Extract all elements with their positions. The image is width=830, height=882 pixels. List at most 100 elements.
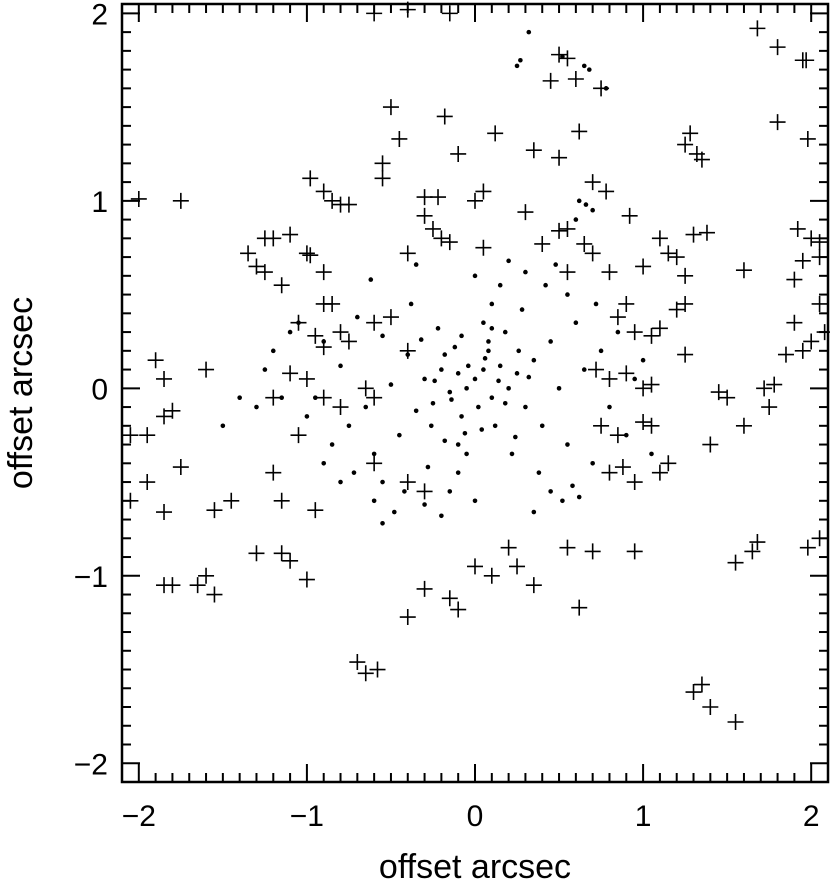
dot-point [442, 352, 448, 357]
y-tick-label: 2 [91, 0, 108, 31]
plus-point [147, 352, 164, 369]
dot-point [531, 357, 537, 363]
plus-point [559, 264, 576, 281]
dot-point [590, 461, 595, 466]
dot-point [371, 498, 377, 504]
dot-point [459, 333, 464, 339]
plus-point [811, 295, 828, 312]
x-tick-label: 2 [803, 800, 820, 833]
plus-point [525, 577, 542, 594]
plus-point [302, 170, 319, 187]
plus-point [156, 504, 173, 521]
plus-point [139, 474, 156, 491]
dot-point [439, 513, 444, 519]
plus-point [571, 123, 588, 140]
plus-point [223, 492, 240, 509]
dot-point [518, 57, 523, 63]
dot-point [220, 423, 226, 429]
dot-point [237, 395, 242, 400]
dot-point [615, 329, 621, 335]
dot-point [363, 404, 369, 410]
plus-point [614, 459, 631, 476]
plus-point [366, 455, 383, 472]
dot-point [560, 498, 565, 504]
dot-point [565, 442, 570, 447]
dot-point [425, 464, 431, 470]
plus-point [248, 545, 265, 562]
plus-point [593, 80, 610, 97]
plus-point [660, 245, 677, 262]
plus-point [727, 554, 744, 571]
plus-point [685, 226, 702, 243]
plus-point [735, 417, 752, 434]
dot-point [455, 442, 461, 447]
dot-point [380, 520, 385, 526]
plus-point [441, 234, 458, 251]
plus-point [441, 5, 458, 22]
plus-point [374, 170, 391, 187]
dot-point [447, 489, 453, 494]
dot-point [536, 470, 542, 475]
plus-point [475, 183, 492, 200]
plus-point [509, 558, 526, 575]
plus-point [265, 464, 282, 481]
dot-point [553, 262, 558, 267]
dot-point [476, 404, 481, 410]
dot-point [531, 509, 537, 515]
dot-point [581, 63, 587, 69]
dot-point [506, 258, 511, 264]
dot-point [351, 470, 357, 475]
dot-point [270, 348, 276, 354]
y-tick-label: 0 [91, 373, 108, 406]
plus-point [382, 99, 399, 116]
plus-point [256, 264, 273, 281]
x-axis-label: offset arcsec [379, 848, 571, 882]
dot-point [570, 483, 575, 489]
plus-point [811, 249, 828, 266]
plus-point [517, 204, 534, 221]
plus-point [298, 245, 315, 262]
plus-point [559, 50, 576, 67]
plus-point [399, 245, 416, 262]
y-tick-label: −2 [74, 748, 108, 781]
plus-point [811, 234, 828, 251]
dot-point [465, 363, 471, 369]
plus-point [626, 474, 643, 491]
plus-point [307, 502, 324, 519]
plus-point [122, 492, 139, 509]
dot-point [640, 357, 646, 363]
plus-point [651, 464, 668, 481]
plus-point [315, 183, 332, 200]
plus-point [618, 295, 635, 312]
plus-point [500, 539, 517, 556]
x-tick-label: −1 [290, 800, 324, 833]
dot-point [479, 427, 485, 432]
plus-point [702, 699, 719, 716]
plus-point [794, 342, 811, 359]
dot-point [607, 404, 612, 410]
dot-point [449, 397, 454, 402]
plus-point [635, 380, 652, 397]
plus-point [357, 380, 374, 397]
dot-point [548, 339, 553, 344]
dot-point [509, 451, 515, 457]
dot-point [556, 386, 562, 391]
plus-point [265, 389, 282, 406]
plus-point [559, 539, 576, 556]
dot-point [573, 217, 579, 222]
dot-point [413, 408, 419, 414]
dot-point [590, 207, 595, 213]
plus-point [769, 39, 786, 56]
plus-point [424, 220, 441, 237]
plus-point [374, 155, 391, 172]
plus-point [315, 339, 332, 356]
dot-point [623, 432, 629, 438]
dot-point [462, 431, 468, 436]
dot-point [587, 67, 592, 72]
plus-point [584, 543, 601, 560]
plus-point [811, 530, 828, 547]
plus-point [744, 543, 761, 560]
dot-point [435, 326, 441, 331]
plus-point [651, 320, 668, 337]
plus-point [467, 192, 483, 209]
